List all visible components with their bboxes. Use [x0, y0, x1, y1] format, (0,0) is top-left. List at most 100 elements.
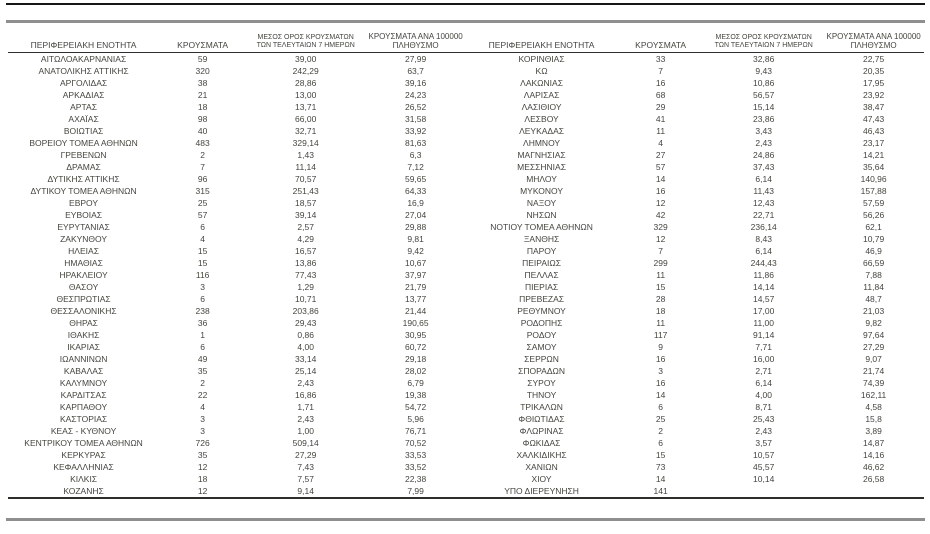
column-header-per100k: ΚΡΟΥΣΜΑΤΑ ΑΝΑ 100000 ΠΛΗΘΥΣΜΟ: [823, 32, 924, 53]
column-header-region: ΠΕΡΙΦΕΡΕΙΑΚΗ ΕΝΟΤΗΤΑ: [8, 32, 160, 53]
region-name: ΑΡΓΟΛΙΔΑΣ: [60, 78, 108, 88]
cases-value: 11: [656, 318, 666, 328]
top-border-line: [6, 3, 925, 5]
per100k-value: 63,7: [407, 66, 424, 76]
cases-value: 15: [197, 246, 208, 256]
per100k-value: 37,97: [404, 270, 427, 280]
per100k-value: 46,43: [862, 126, 885, 136]
per100k-value: 14,16: [862, 450, 885, 460]
region-name: ΛΗΜΝΟΥ: [523, 138, 561, 148]
per100k-value: 21,44: [404, 306, 427, 316]
table-row: ΘΗΡΑΣ 36 29,43 190,65: [8, 317, 466, 329]
cases-value: 6: [658, 402, 663, 412]
per100k-value: 7,99: [407, 486, 424, 496]
region-name: ΒΟΙΩΤΙΑΣ: [63, 126, 104, 136]
table-row: ΣΕΡΡΩΝ 16 16,00 9,07: [466, 353, 924, 365]
per100k-value: 6,3: [409, 150, 422, 160]
avg7-value: 4,00: [297, 342, 314, 352]
per100k-value: 48,7: [865, 294, 882, 304]
header-region-label: ΠΕΡΙΦΕΡΕΙΑΚΗ ΕΝΟΤΗΤΑ: [30, 40, 137, 50]
region-name: ΑΡΤΑΣ: [70, 102, 97, 112]
per100k-value: 74,39: [862, 378, 885, 388]
region-name: ΞΑΝΘΗΣ: [523, 234, 560, 244]
bottom-gray-divider-line: [6, 518, 925, 521]
table-row: ΓΡΕΒΕΝΩΝ 2 1,43 6,3: [8, 149, 466, 161]
per100k-value: 47,43: [862, 114, 885, 124]
per100k-value: 29,18: [404, 354, 427, 364]
avg7-value: 37,43: [753, 162, 775, 172]
table-row: ΛΕΣΒΟΥ 41 23,86 47,43: [466, 113, 924, 125]
region-name: ΑΙΤΩΛΟΑΚΑΡΝΑΝΙΑΣ: [40, 54, 127, 64]
avg7-value: 2,43: [297, 378, 314, 388]
per100k-value: 23,92: [862, 90, 885, 100]
region-name: ΕΥΒΟΙΑΣ: [65, 210, 103, 220]
avg7-value: 10,71: [295, 294, 317, 304]
per100k-value: 3,89: [865, 426, 882, 436]
table-row: ΑΙΤΩΛΟΑΚΑΡΝΑΝΙΑΣ 59 39,00 27,99: [8, 53, 466, 66]
cases-value: 116: [195, 270, 210, 280]
per100k-value: 140,96: [860, 174, 887, 184]
cases-value: 14: [655, 174, 666, 184]
avg7-value: 329,14: [292, 138, 319, 148]
table-row: ΒΟΡΕΙΟΥ ΤΟΜΕΑ ΑΘΗΝΩΝ 483 329,14 81,63: [8, 137, 466, 149]
cases-value: 21: [197, 90, 208, 100]
table-row: ΜΗΛΟΥ 14 6,14 140,96: [466, 173, 924, 185]
table-row: ΡΟΔΟΠΗΣ 11 11,00 9,82: [466, 317, 924, 329]
region-name: ΘΕΣΠΡΩΤΙΑΣ: [56, 294, 111, 304]
per100k-value: 9,07: [865, 354, 882, 364]
per100k-value: 157,88: [860, 186, 887, 196]
cases-value: 11: [656, 126, 666, 136]
avg7-value: 10,86: [753, 78, 775, 88]
avg7-value: 25,43: [753, 414, 775, 424]
per100k-value: 7,88: [865, 270, 882, 280]
column-header-avg7: ΜΕΣΟΣ ΟΡΟΣ ΚΡΟΥΣΜΑΤΩΝ ΤΩΝ ΤΕΛΕΥΤΑΙΩΝ 7 Η…: [246, 32, 366, 53]
table-header-left: ΠΕΡΙΦΕΡΕΙΑΚΗ ΕΝΟΤΗΤΑ ΚΡΟΥΣΜΑΤΑ ΜΕΣΟΣ ΟΡΟ…: [8, 32, 466, 53]
cases-value: 6: [200, 294, 205, 304]
cases-value: 28: [655, 294, 666, 304]
header-per100k-line2: ΠΛΗΘΥΣΜΟ: [850, 41, 897, 50]
avg7-value: 32,86: [753, 54, 775, 64]
avg7-value: 203,86: [292, 306, 319, 316]
table-row: ΚΟΖΑΝΗΣ 12 9,14 7,99: [8, 485, 466, 498]
table-row: ΚΑΣΤΟΡΙΑΣ 3 2,43 5,96: [8, 413, 466, 425]
header-avg7-line2: ΤΩΝ ΤΕΛΕΥΤΑΙΩΝ 7 ΗΜΕΡΩΝ: [256, 42, 355, 49]
avg7-value: 70,57: [295, 174, 317, 184]
avg7-value: 11,14: [295, 162, 316, 172]
region-name: ΜΥΚΟΝΟΥ: [520, 186, 564, 196]
avg7-value: 7,71: [755, 342, 772, 352]
table-row: ΞΑΝΘΗΣ 12 8,43 10,79: [466, 233, 924, 245]
avg7-value: 22,71: [753, 210, 775, 220]
cases-table-left: ΠΕΡΙΦΕΡΕΙΑΚΗ ΕΝΟΤΗΤΑ ΚΡΟΥΣΜΑΤΑ ΜΕΣΟΣ ΟΡΟ…: [8, 32, 466, 499]
cases-value: 11: [656, 270, 666, 280]
header-row: ΠΕΡΙΦΕΡΕΙΑΚΗ ΕΝΟΤΗΤΑ ΚΡΟΥΣΜΑΤΑ ΜΕΣΟΣ ΟΡΟ…: [466, 32, 924, 53]
cases-value: 299: [653, 258, 668, 268]
region-name: ΑΝΑΤΟΛΙΚΗΣ ΑΤΤΙΚΗΣ: [38, 66, 129, 76]
table-body-left: ΑΙΤΩΛΟΑΚΑΡΝΑΝΙΑΣ 59 39,00 27,99 ΑΝΑΤΟΛΙΚΗΣ Α…: [8, 53, 466, 499]
cases-value: 7: [658, 246, 663, 256]
table-row: ΠΙΕΡΙΑΣ 15 14,14 11,84: [466, 281, 924, 293]
region-name: ΣΕΡΡΩΝ: [524, 354, 559, 364]
region-name: ΠΕΙΡΑΙΩΣ: [522, 258, 561, 268]
region-name: ΜΕΣΣΗΝΙΑΣ: [517, 162, 566, 172]
cases-value: 12: [655, 234, 666, 244]
header-cases-label: ΚΡΟΥΣΜΑΤΑ: [177, 40, 229, 50]
table-row: ΑΡΚΑΔΙΑΣ 21 13,00 24,23: [8, 89, 466, 101]
table-row: ΙΚΑΡΙΑΣ 6 4,00 60,72: [8, 341, 466, 353]
cases-value: 329: [653, 222, 668, 232]
per100k-value: 33,92: [404, 126, 427, 136]
per100k-value: 4,58: [865, 402, 882, 412]
region-name: ΝΗΣΩΝ: [526, 210, 557, 220]
avg7-value: 91,14: [753, 330, 775, 340]
cases-value: 57: [197, 210, 208, 220]
cases-value: 40: [197, 126, 208, 136]
cases-value: 12: [655, 198, 666, 208]
table-row: ΚΕΦΑΛΛΗΝΙΑΣ 12 7,43 33,52: [8, 461, 466, 473]
cases-value: 18: [197, 102, 208, 112]
cases-value: 38: [197, 78, 208, 88]
region-name: ΑΧΑΪΑΣ: [68, 114, 99, 124]
cases-value: 3: [200, 414, 205, 424]
region-name: ΙΚΑΡΙΑΣ: [67, 342, 100, 352]
cases-value: 4: [200, 234, 205, 244]
avg7-value: 2,71: [755, 366, 772, 376]
cases-value: 726: [195, 438, 210, 448]
